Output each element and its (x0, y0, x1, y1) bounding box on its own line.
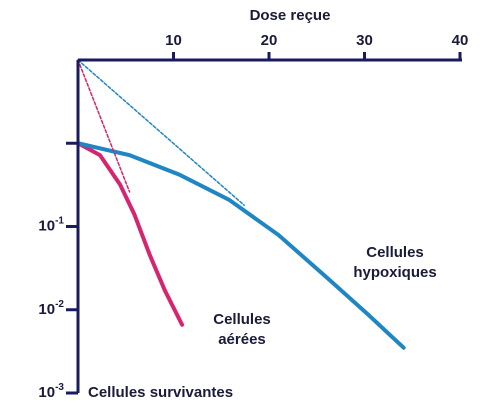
series-label: Cellules aérées (213, 311, 271, 348)
x-tick-label: 30 (356, 32, 373, 49)
series-label-line: Cellules (366, 244, 424, 261)
x-tick-label: 10 (165, 32, 182, 49)
series-label-line: aérées (218, 331, 266, 348)
x-tick-label: 20 (261, 32, 278, 49)
extrapolation-line (77, 59, 245, 206)
series-label: Cellules hypoxiques (353, 244, 436, 281)
y-tick-exponent: -3 (55, 382, 64, 393)
y-tick-base: 10 (38, 301, 55, 318)
y-tick-exponent: -1 (55, 215, 64, 226)
series-label-line: hypoxiques (353, 264, 436, 281)
y-tick-base: 10 (38, 384, 55, 401)
survival-curve (76, 141, 406, 350)
series-label-line: Cellules (213, 311, 271, 328)
y-tick-base: 10 (38, 217, 55, 234)
x-tick-label: 40 (452, 32, 469, 49)
extrapolation-line (77, 59, 131, 193)
y-tick-exponent: -2 (55, 298, 64, 309)
survival-curve (76, 141, 185, 327)
y-tick-label: 10-3 (38, 382, 64, 401)
x-axis-label: Dose reçue (250, 7, 331, 24)
y-tick-label: 10-1 (38, 215, 64, 234)
y-tick-label: 10-2 (38, 298, 64, 317)
y-axis-label: Cellules survivantes (88, 384, 233, 401)
